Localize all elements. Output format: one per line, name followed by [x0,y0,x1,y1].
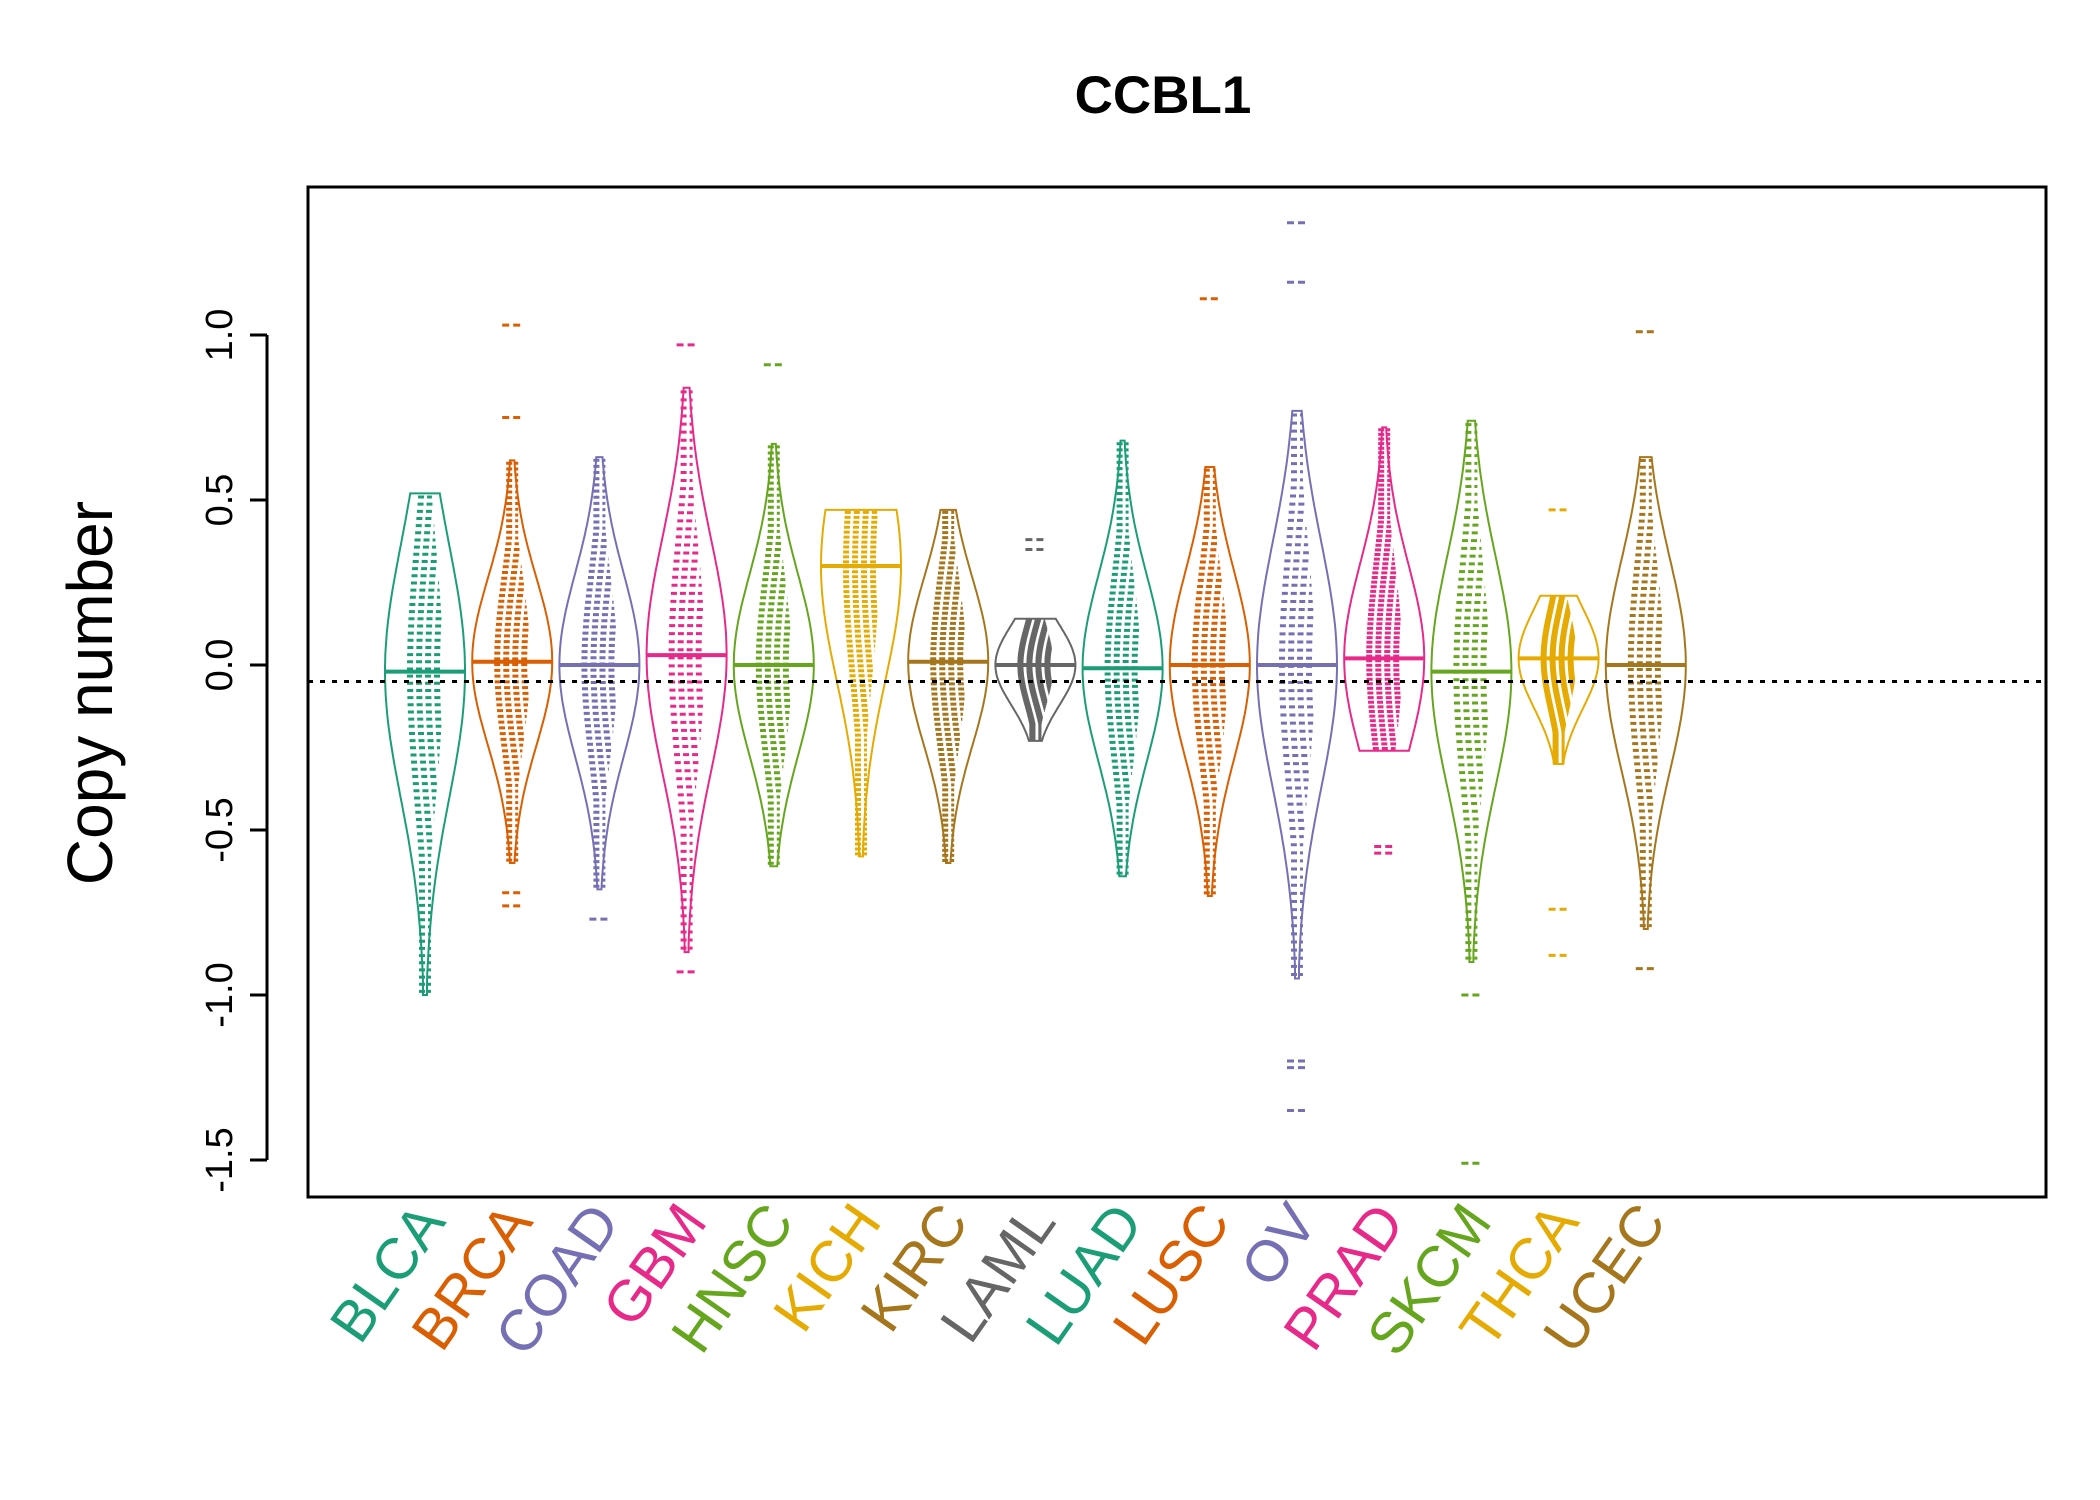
bean-laml [994,538,1077,742]
bean-outline [558,456,641,891]
bean-ucec [1604,330,1687,971]
bean-outline [471,459,554,864]
plot-frame [306,185,2048,1199]
bean-outline [1168,466,1251,897]
bean-outline [645,386,728,954]
y-tick-label: 0.0 [199,639,241,692]
bean-outline [1081,439,1164,878]
bean-outline [820,508,902,858]
bean-luad [1081,439,1164,878]
bean-blca [384,492,466,996]
bean-outline [384,492,466,996]
y-tick-label: 0.5 [199,474,241,527]
bean-outline [1604,456,1687,930]
y-tick-label: -1.0 [199,962,241,1027]
bean-coad [558,456,641,921]
bean-brca [471,323,554,908]
y-axis-label: Copy number [54,501,126,885]
bean-skcm [1430,419,1513,1165]
bean-hnsc [732,363,815,868]
bean-lusc [1168,297,1251,897]
bean-kirc [907,508,990,864]
beans-layer [384,221,1687,1165]
bean-outline [907,508,990,864]
chart-title: CCBL1 [1075,66,1252,125]
bean-outline [1343,426,1426,752]
bean-outline [1430,419,1513,963]
bean-gbm [645,343,728,974]
bean-kich [820,508,902,858]
bean-outline [732,442,815,868]
y-tick-label: 1.0 [199,309,241,362]
bean-ov [1256,221,1338,1112]
bean-prad [1343,426,1426,855]
bean-outline [1256,409,1338,980]
y-tick-label: -1.5 [199,1127,241,1192]
bean-thca [1517,508,1600,957]
x-axis: BLCABRCACOADGBMHNSCKICHKIRCLAMLLUADLUSCO… [317,1192,1678,1367]
y-tick-label: -0.5 [199,797,241,862]
bean-outline [994,617,1077,742]
y-axis: -1.5 -1.0 -0.5 0.0 0.5 1.0 [199,309,269,1193]
